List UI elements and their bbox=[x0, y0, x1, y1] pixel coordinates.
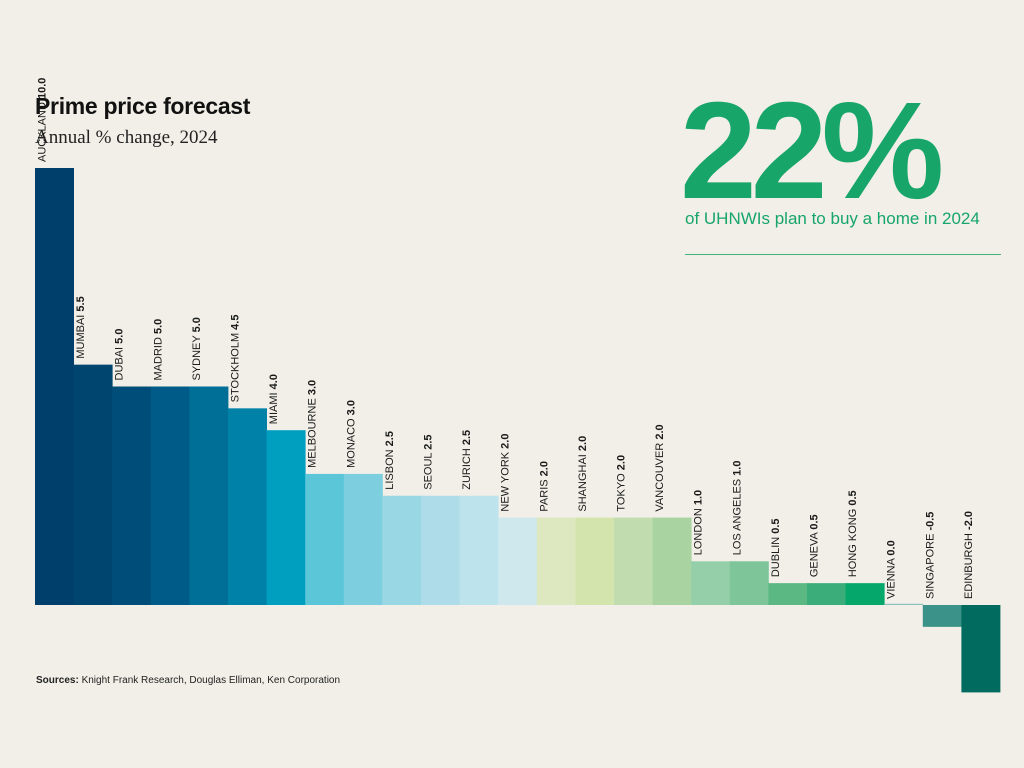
bar-label-tokyo: TOKYO 2.0 bbox=[616, 455, 628, 512]
bar-label-seoul: SEOUL 2.5 bbox=[423, 435, 435, 490]
bar-vancouver bbox=[652, 517, 692, 605]
bar-melbourne bbox=[305, 473, 345, 605]
bar-label-singapore: SINGAPORE -0.5 bbox=[924, 512, 936, 599]
sources-label: Sources: bbox=[36, 675, 79, 686]
bar-label-geneva: GENEVA 0.5 bbox=[809, 514, 821, 577]
bar-vienna bbox=[884, 603, 924, 605]
bar-dubai bbox=[112, 386, 152, 605]
callout-divider bbox=[685, 254, 1001, 255]
bar-edinburgh bbox=[961, 605, 1001, 693]
bar-london bbox=[691, 561, 731, 605]
bar-label-vienna: VIENNA 0.0 bbox=[886, 540, 898, 599]
bar-label-miami: MIAMI 4.0 bbox=[268, 374, 280, 424]
bar-mumbai bbox=[73, 364, 113, 605]
bar-madrid bbox=[150, 386, 190, 605]
bar-tokyo bbox=[614, 517, 653, 605]
uhnwi-stat-value: 22% bbox=[680, 74, 944, 228]
bar-seoul bbox=[421, 495, 460, 605]
bar-label-monaco: MONACO 3.0 bbox=[345, 400, 357, 468]
bar-label-lisbon: LISBON 2.5 bbox=[384, 431, 396, 490]
bar-label-dubai: DUBAI 5.0 bbox=[114, 329, 126, 381]
sources-note: Sources: Knight Frank Research, Douglas … bbox=[36, 675, 340, 686]
bar-label-shanghai: SHANGHAI 2.0 bbox=[577, 436, 589, 512]
bar-label-stockholm: STOCKHOLM 4.5 bbox=[230, 315, 242, 403]
bar-label-hong-kong: HONG KONG 0.5 bbox=[847, 490, 859, 577]
bar-paris bbox=[536, 517, 576, 605]
bar-auckland bbox=[35, 168, 74, 605]
bar-label-madrid: MADRID 5.0 bbox=[152, 319, 164, 381]
bar-dublin bbox=[768, 583, 808, 605]
bar-sydney bbox=[189, 386, 229, 605]
bar-label-los-angeles: LOS ANGELES 1.0 bbox=[731, 461, 743, 556]
bar-label-edinburgh: EDINBURGH -2.0 bbox=[963, 511, 975, 599]
bar-label-new-york: NEW YORK 2.0 bbox=[500, 434, 512, 512]
bar-label-dublin: DUBLIN 0.5 bbox=[770, 518, 782, 577]
bar-zurich bbox=[459, 495, 499, 605]
uhnwi-stat-caption: of UHNWIs plan to buy a home in 2024 bbox=[685, 209, 980, 228]
bar-label-zurich: ZURICH 2.5 bbox=[461, 430, 473, 490]
bar-stockholm bbox=[228, 408, 267, 605]
chart-subtitle: Annual % change, 2024 bbox=[35, 127, 218, 148]
bar-monaco bbox=[343, 473, 383, 605]
bar-label-london: LONDON 1.0 bbox=[693, 490, 705, 555]
bar-label-paris: PARIS 2.0 bbox=[538, 461, 550, 512]
bar-label-melbourne: MELBOURNE 3.0 bbox=[307, 380, 319, 468]
bar-los-angeles bbox=[729, 561, 769, 605]
bar-shanghai bbox=[575, 517, 615, 605]
bar-singapore bbox=[922, 605, 962, 627]
bar-label-sydney: SYDNEY 5.0 bbox=[191, 317, 203, 380]
bar-geneva bbox=[807, 583, 846, 605]
bar-hong-kong bbox=[845, 583, 885, 605]
bar-label-mumbai: MUMBAI 5.5 bbox=[75, 296, 87, 358]
sources-text: Knight Frank Research, Douglas Elliman, … bbox=[78, 675, 341, 686]
chart-title: Prime price forecast bbox=[35, 93, 251, 119]
bar-label-auckland: AUCKLAND 10.0 bbox=[37, 78, 49, 162]
bar-label-vancouver: VANCOUVER 2.0 bbox=[654, 424, 666, 511]
bar-lisbon bbox=[382, 495, 422, 605]
bar-new-york bbox=[498, 517, 538, 605]
bar-miami bbox=[266, 430, 306, 605]
